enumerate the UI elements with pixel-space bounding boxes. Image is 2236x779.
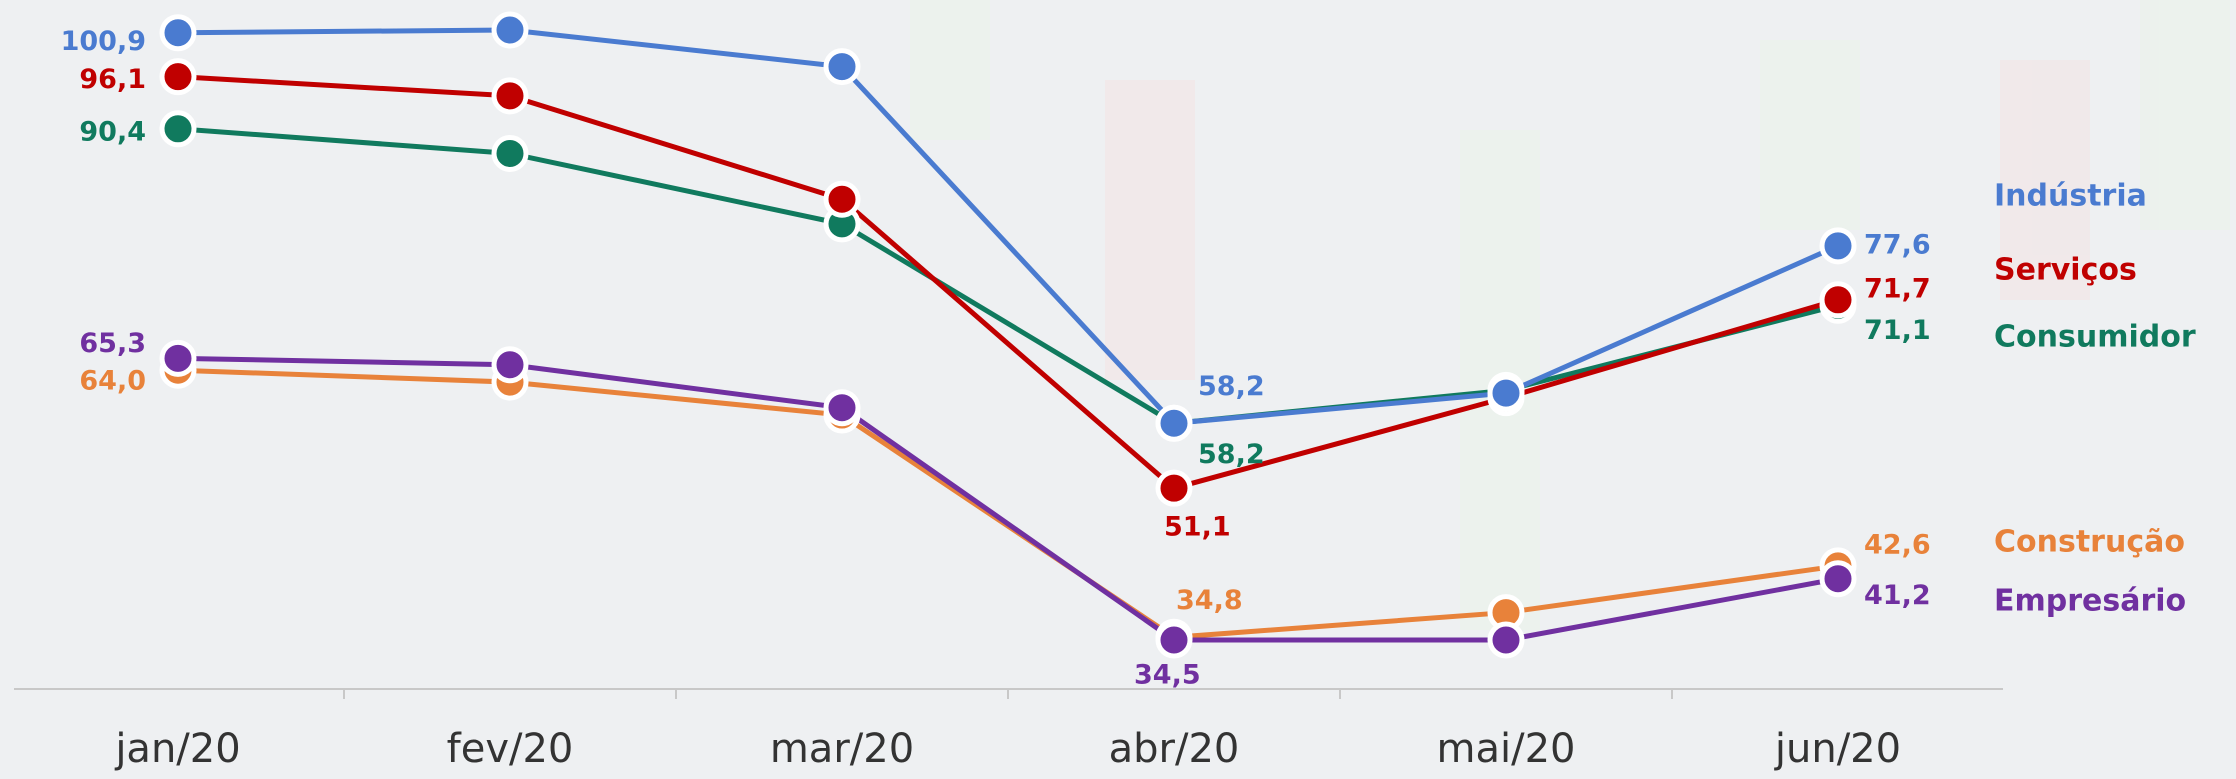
data-point bbox=[1490, 624, 1522, 656]
data-point bbox=[162, 113, 194, 145]
legend-label: Construção bbox=[1994, 525, 2185, 560]
data-label: 90,4 bbox=[79, 116, 146, 147]
data-label: 58,2 bbox=[1198, 439, 1265, 470]
data-label: 77,6 bbox=[1864, 229, 1931, 260]
legend-label: Empresário bbox=[1994, 584, 2186, 619]
data-label: 51,1 bbox=[1164, 512, 1231, 543]
data-label: 96,1 bbox=[79, 64, 146, 95]
data-point bbox=[826, 51, 858, 83]
data-point bbox=[826, 392, 858, 424]
data-point bbox=[494, 80, 526, 112]
series-line bbox=[178, 358, 1838, 640]
data-point bbox=[1822, 230, 1854, 262]
data-point bbox=[1158, 407, 1190, 439]
data-point bbox=[1490, 377, 1522, 409]
data-label: 65,3 bbox=[79, 328, 146, 359]
legend-label: Consumidor bbox=[1994, 320, 2196, 355]
legend-label: Indústria bbox=[1994, 179, 2147, 214]
data-point bbox=[1158, 624, 1190, 656]
data-label: 71,1 bbox=[1864, 315, 1931, 346]
x-tick-label: mar/20 bbox=[770, 726, 914, 772]
x-tick-label: jan/20 bbox=[114, 726, 240, 772]
data-point bbox=[162, 61, 194, 93]
chart: jan/20 fev/20 mar/20 abr/20 mai/20 jun/20 100,… bbox=[0, 0, 2236, 779]
series-line bbox=[178, 370, 1838, 637]
data-point bbox=[494, 137, 526, 169]
data-label: 34,8 bbox=[1176, 585, 1243, 616]
data-label: 58,2 bbox=[1198, 371, 1265, 402]
x-tick-label: abr/20 bbox=[1109, 726, 1240, 772]
x-tick-label: mai/20 bbox=[1437, 726, 1576, 772]
data-label: 41,2 bbox=[1864, 580, 1931, 611]
data-label: 100,9 bbox=[61, 26, 146, 57]
x-tick-label: jun/20 bbox=[1774, 726, 1901, 772]
data-label: 42,6 bbox=[1864, 529, 1931, 560]
data-label: 64,0 bbox=[79, 366, 146, 397]
data-point bbox=[494, 14, 526, 46]
x-tick-label: fev/20 bbox=[447, 726, 574, 772]
series-line bbox=[178, 77, 1838, 489]
data-label: 71,7 bbox=[1864, 273, 1931, 304]
legend-label: Serviços bbox=[1994, 253, 2137, 288]
data-point bbox=[1822, 563, 1854, 595]
data-point bbox=[162, 17, 194, 49]
data-point bbox=[826, 183, 858, 215]
data-point bbox=[162, 342, 194, 374]
data-label: 34,5 bbox=[1134, 660, 1201, 691]
data-point bbox=[494, 349, 526, 381]
data-point bbox=[1158, 472, 1190, 504]
data-point bbox=[1822, 284, 1854, 316]
